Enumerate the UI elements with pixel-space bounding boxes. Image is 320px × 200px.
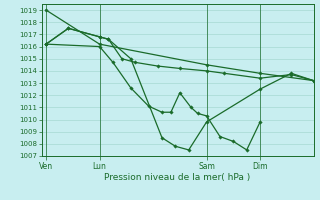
X-axis label: Pression niveau de la mer( hPa ): Pression niveau de la mer( hPa ) (104, 173, 251, 182)
